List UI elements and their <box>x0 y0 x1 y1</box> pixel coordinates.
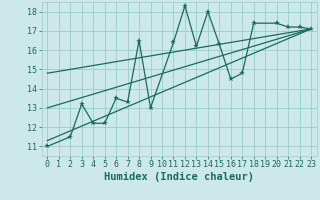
X-axis label: Humidex (Indice chaleur): Humidex (Indice chaleur) <box>104 172 254 182</box>
